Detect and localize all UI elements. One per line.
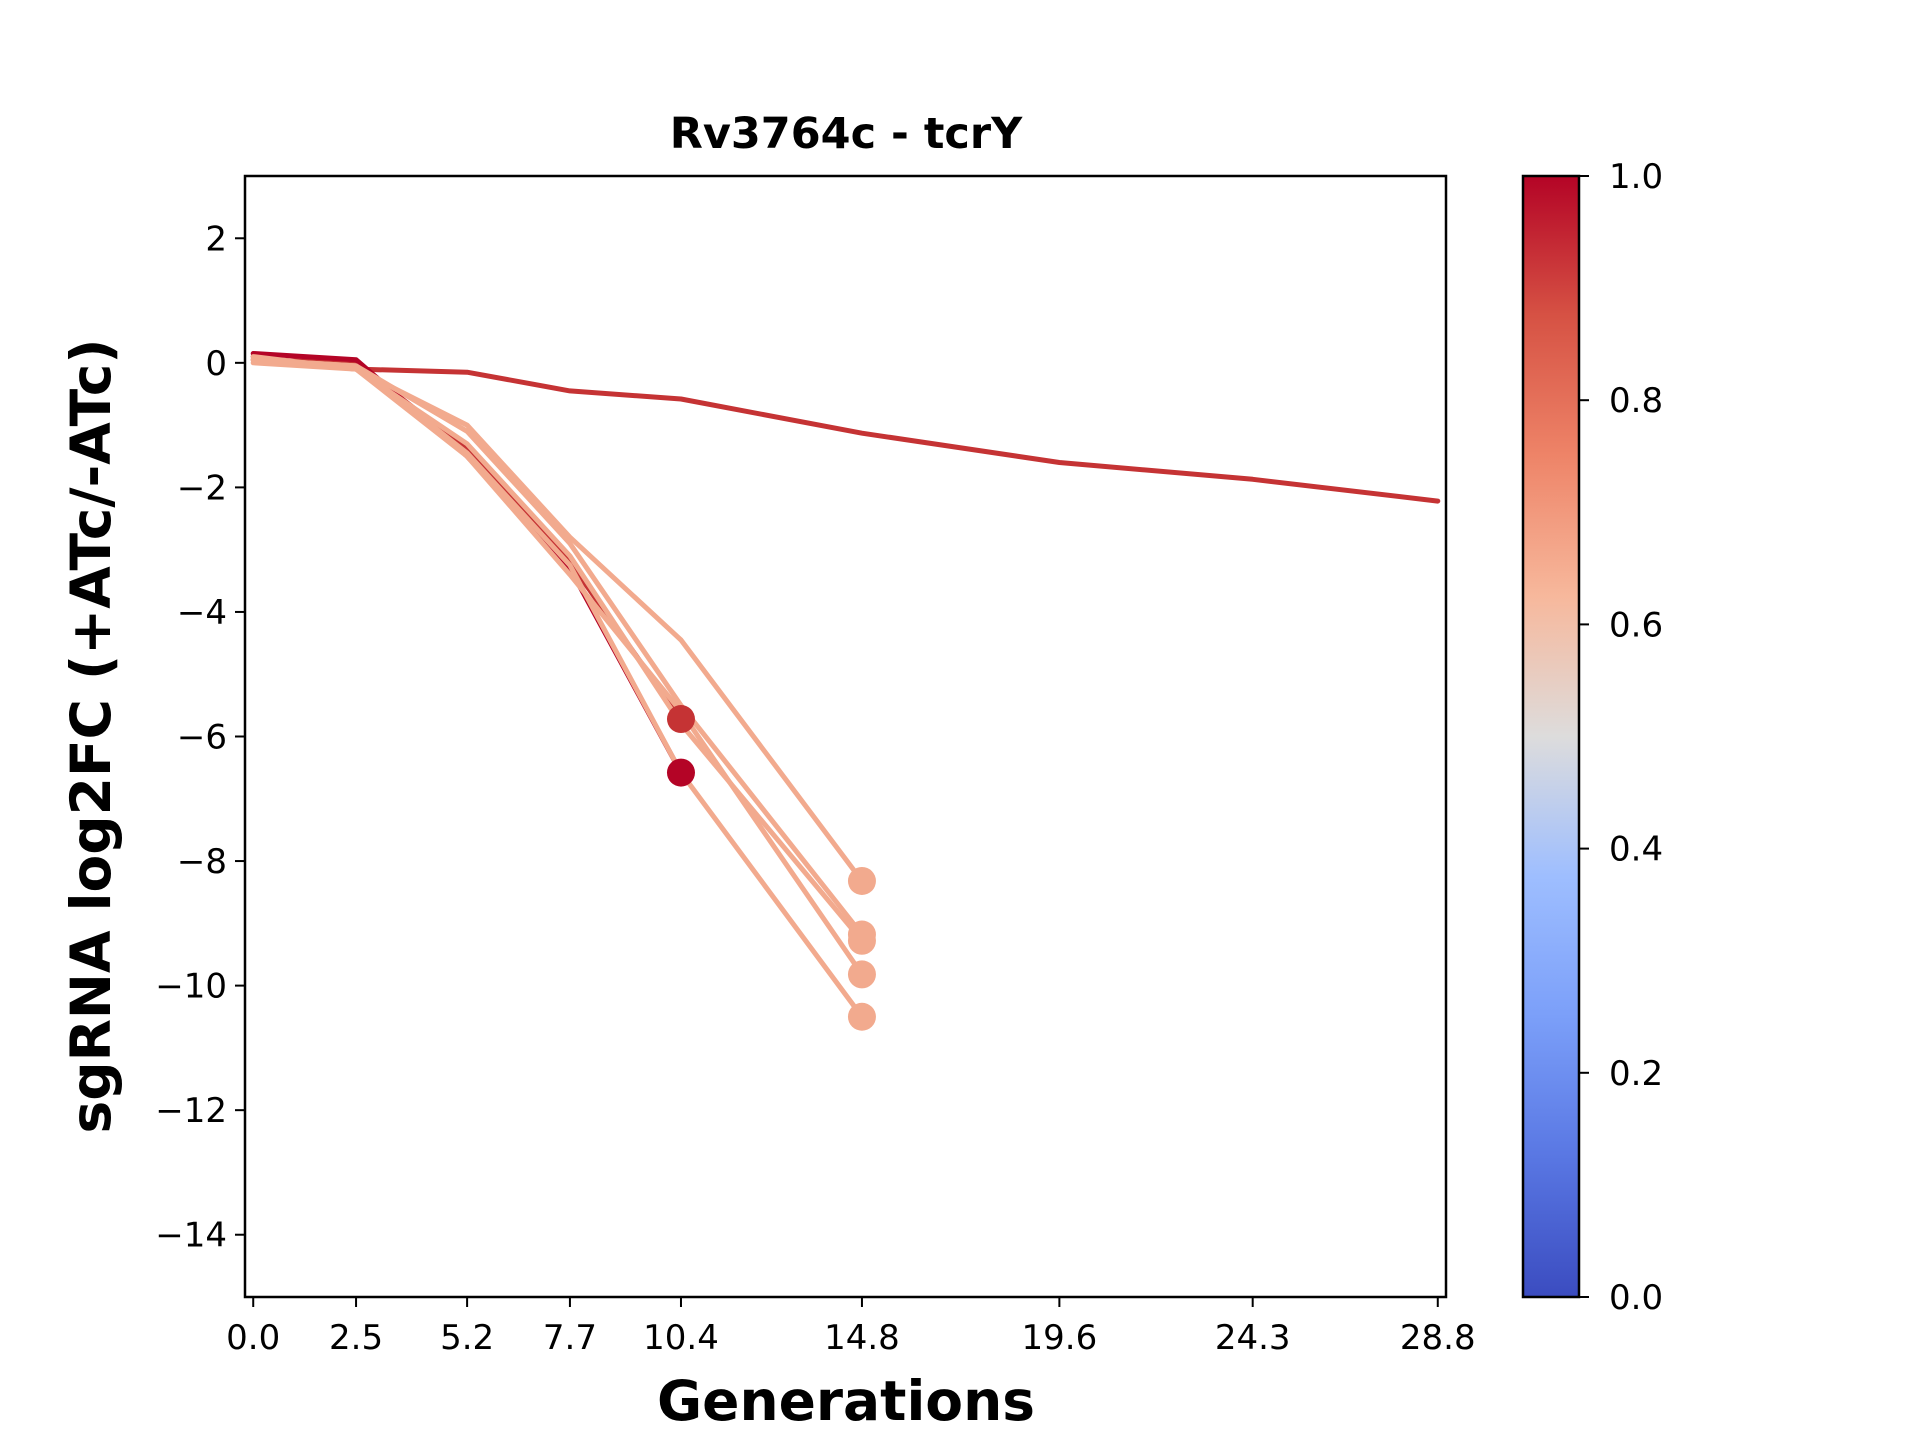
series-end-point-3 [666, 758, 695, 787]
x-axis-title: Generations [657, 1369, 1035, 1433]
colorbar-gradient [1521, 174, 1581, 1299]
y-tick-label: −12 [155, 1091, 227, 1131]
x-axis: 0.0 2.5 5.2 7.7 10.4 14.8 19.6 24.3 28.8 [226, 1297, 1476, 1358]
x-tick-label: 10.4 [643, 1318, 719, 1358]
x-tick-label: 5.2 [440, 1318, 494, 1358]
y-tick-label: −4 [177, 593, 227, 633]
colorbar-tick-label: 0.4 [1609, 830, 1663, 870]
series-end-point-2 [666, 705, 695, 734]
series-line-4 [250, 360, 865, 884]
series-line-8 [250, 357, 865, 1020]
chart-title: Rv3764c - tcrY [670, 109, 1023, 159]
series-line-3 [250, 351, 684, 776]
colorbar-tick-label: 0.8 [1609, 381, 1663, 421]
y-tick-label: 0 [205, 344, 227, 384]
x-tick-label: 0.0 [226, 1318, 280, 1358]
y-tick-label: −8 [177, 842, 227, 882]
y-tick-label: 2 [205, 219, 227, 259]
x-tick-label: 24.3 [1215, 1318, 1291, 1358]
series-end-point-4 [847, 866, 876, 895]
series-end-point-8 [847, 1002, 876, 1031]
series-line-7 [250, 354, 865, 977]
colorbar: 0.0 0.2 0.4 0.6 0.8 1.0 [1521, 157, 1663, 1318]
colorbar-tick-label: 0.0 [1609, 1278, 1663, 1318]
y-axis-title: sgRNA log2FC (+ATc/-ATc) [59, 338, 123, 1133]
series-line-6 [250, 357, 865, 944]
plot-area [250, 351, 1441, 1031]
y-tick-label: −14 [155, 1216, 227, 1256]
x-tick-label: 7.7 [543, 1318, 597, 1358]
y-axis: 2 0 −2 −4 −6 −8 −10 −12 −14 [155, 219, 245, 1256]
series-line-2 [250, 357, 684, 722]
plot-frame [243, 174, 1448, 1299]
colorbar-ticks: 0.0 0.2 0.4 0.6 0.8 1.0 [1579, 157, 1663, 1318]
y-tick-label: −10 [155, 967, 227, 1007]
y-tick-label: −6 [177, 718, 227, 758]
x-tick-label: 19.6 [1022, 1318, 1098, 1358]
series-line-1 [250, 354, 1441, 504]
x-tick-label: 14.8 [824, 1318, 900, 1358]
series-line-5 [250, 357, 865, 937]
series-end-point-7 [847, 960, 876, 989]
x-tick-label: 28.8 [1400, 1318, 1476, 1358]
colorbar-tick-label: 1.0 [1609, 157, 1663, 197]
colorbar-tick-label: 0.2 [1609, 1054, 1663, 1094]
series-end-point-6 [847, 926, 876, 955]
x-tick-label: 2.5 [329, 1318, 383, 1358]
colorbar-tick-label: 0.6 [1609, 605, 1663, 645]
y-tick-label: −2 [177, 468, 227, 508]
